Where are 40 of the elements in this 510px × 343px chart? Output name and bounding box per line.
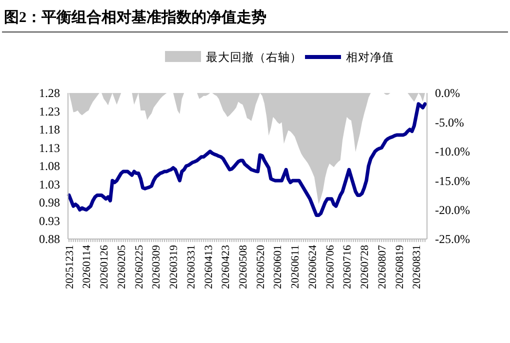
x-tick-label: 20260114	[81, 244, 94, 289]
x-tick-label: 20260413	[202, 244, 215, 289]
x-tick-label: 20260716	[342, 244, 354, 289]
x-tick-label: 20260423	[220, 244, 232, 289]
y2-tick-label: -15.0%	[435, 174, 470, 188]
x-tick-label: 20251231	[64, 245, 76, 289]
x-tick-label: 20260319	[168, 244, 180, 289]
x-tick-label: 20260508	[238, 244, 250, 289]
chart-title: 图2：平衡组合相对基准指数的净值走势	[4, 9, 266, 26]
x-tick-label: 20260831	[411, 245, 424, 289]
line-series	[67, 102, 427, 218]
y-tick-label: 1.23	[39, 104, 60, 118]
y-tick-label: 1.03	[39, 177, 60, 192]
legend-label: 相对净值	[346, 51, 394, 64]
x-tick-label: 20260807	[376, 244, 388, 289]
x-tick-label: 20260706	[324, 244, 336, 289]
y2-tick-label: -10.0%	[435, 144, 470, 159]
y-tick-label: 1.13	[39, 140, 60, 155]
y2-tick-label: 0.0%	[435, 86, 460, 100]
x-tick-label: 20260205	[116, 244, 128, 289]
x-tick-label: 20260819	[394, 244, 406, 289]
y-tick-label: 0.98	[39, 196, 60, 210]
x-tick-label: 20260126	[98, 244, 111, 289]
y-tick-label: 0.93	[39, 214, 60, 228]
y2-tick-label: -5.0%	[435, 115, 464, 130]
y2-tick-label: -20.0%	[435, 203, 470, 217]
y-tick-label: 1.08	[39, 159, 60, 174]
y2-tick-label: -25.0%	[435, 232, 470, 246]
legend-label: 最大回撤（右轴）	[206, 51, 302, 64]
x-tick-label: 20260520	[254, 244, 267, 289]
y-tick-label: 1.18	[39, 122, 60, 137]
x-tick-label: 20260331	[185, 245, 198, 289]
x-tick-label: 20260601	[272, 245, 284, 289]
y-tick-label: 0.88	[39, 232, 60, 246]
x-tick-label: 20260611	[290, 245, 302, 289]
x-tick-label: 20260225	[133, 244, 146, 289]
y-tick-label: 1.28	[39, 86, 60, 100]
x-tick-label: 20260728	[359, 244, 372, 289]
x-tick-label: 20260309	[150, 244, 163, 289]
x-tick-label: 20260624	[306, 244, 319, 289]
